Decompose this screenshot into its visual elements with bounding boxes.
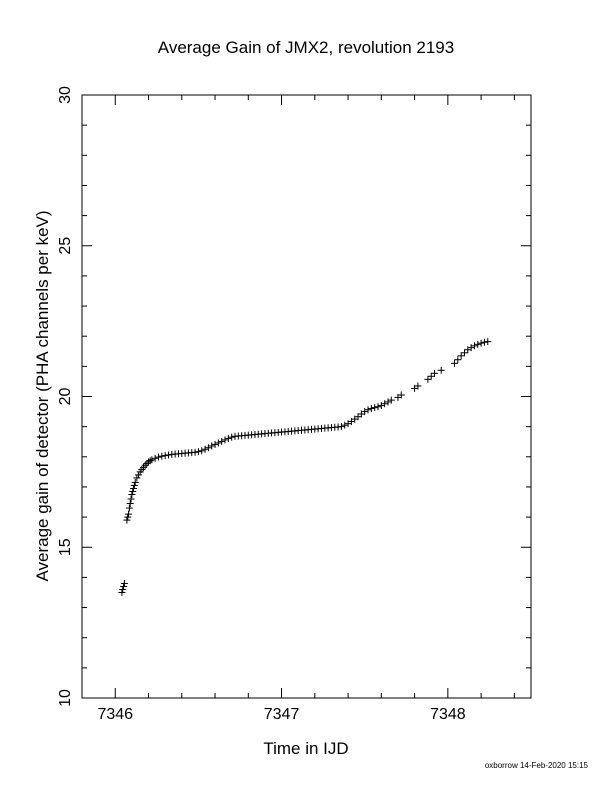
data-point — [474, 340, 482, 348]
data-point — [367, 405, 375, 413]
data-point — [118, 588, 126, 596]
data-point — [198, 447, 206, 455]
data-point — [128, 490, 136, 498]
data-point — [470, 342, 478, 350]
data-point — [374, 403, 382, 411]
chart-title: Average Gain of JMX2, revolution 2193 — [158, 38, 454, 57]
data-point — [191, 448, 199, 456]
data-point — [224, 434, 232, 442]
x-axis-label: Time in IJD — [263, 739, 348, 758]
data-point — [208, 442, 216, 450]
y-tick-label: 15 — [57, 538, 74, 556]
data-point — [148, 456, 156, 464]
data-point — [477, 339, 485, 347]
data-point — [119, 585, 127, 593]
data-point — [414, 382, 422, 390]
data-point — [427, 372, 435, 380]
data-point — [129, 487, 137, 495]
data-point — [381, 400, 389, 408]
data-point — [154, 453, 162, 461]
data-point — [201, 445, 209, 453]
data-point — [454, 356, 462, 364]
data-point — [384, 398, 392, 406]
y-tick-label: 30 — [57, 86, 74, 104]
data-point — [467, 344, 475, 352]
x-tick-label: 7347 — [264, 706, 300, 723]
data-point — [127, 495, 135, 503]
data-point — [218, 437, 226, 445]
data-point — [460, 349, 468, 357]
data-point — [484, 338, 492, 346]
y-tick-label: 20 — [57, 388, 74, 406]
data-point — [120, 579, 128, 587]
plot-frame — [81, 94, 532, 699]
data-point — [361, 408, 369, 416]
y-axis-label: Average gain of detector (PHA channels p… — [33, 210, 52, 581]
data-point — [161, 452, 169, 460]
data-point — [341, 421, 349, 429]
data-point — [337, 423, 345, 431]
data-point — [124, 513, 132, 521]
data-point — [204, 444, 212, 452]
credit-text: oxborrow 14-Feb-2020 15:15 — [485, 761, 589, 770]
tick-labels: 10 15 20 25 30 7346 7347 7348 — [57, 86, 466, 723]
data-point — [437, 366, 445, 374]
data-point — [211, 440, 219, 448]
data-point — [424, 375, 432, 383]
data-point — [431, 369, 439, 377]
data-point — [135, 471, 143, 479]
axis-ticks — [81, 94, 531, 699]
data-point — [120, 582, 128, 590]
data-point — [377, 402, 385, 410]
data-point — [131, 478, 139, 486]
data-point — [158, 452, 166, 460]
data-point — [125, 510, 133, 518]
data-point — [228, 433, 236, 441]
data-point — [123, 516, 131, 524]
data-point — [130, 481, 138, 489]
data-point — [457, 352, 465, 360]
data-point — [146, 457, 154, 465]
data-point — [164, 451, 172, 459]
data-point — [125, 504, 133, 512]
data-points — [118, 338, 492, 596]
data-point — [221, 436, 229, 444]
x-tick-label: 7348 — [430, 706, 466, 723]
data-point — [151, 454, 159, 462]
data-point — [371, 404, 379, 412]
y-tick-label: 25 — [57, 237, 74, 255]
data-point — [364, 406, 372, 414]
data-point — [141, 461, 149, 469]
y-tick-label: 10 — [57, 689, 74, 707]
data-point — [397, 391, 405, 399]
data-point — [126, 500, 134, 508]
x-tick-label: 7346 — [97, 706, 133, 723]
data-point — [133, 474, 141, 482]
data-point — [480, 338, 488, 346]
data-point — [451, 359, 459, 367]
data-point — [130, 484, 138, 492]
data-point — [387, 396, 395, 404]
data-point — [214, 439, 222, 447]
data-point — [194, 448, 202, 456]
